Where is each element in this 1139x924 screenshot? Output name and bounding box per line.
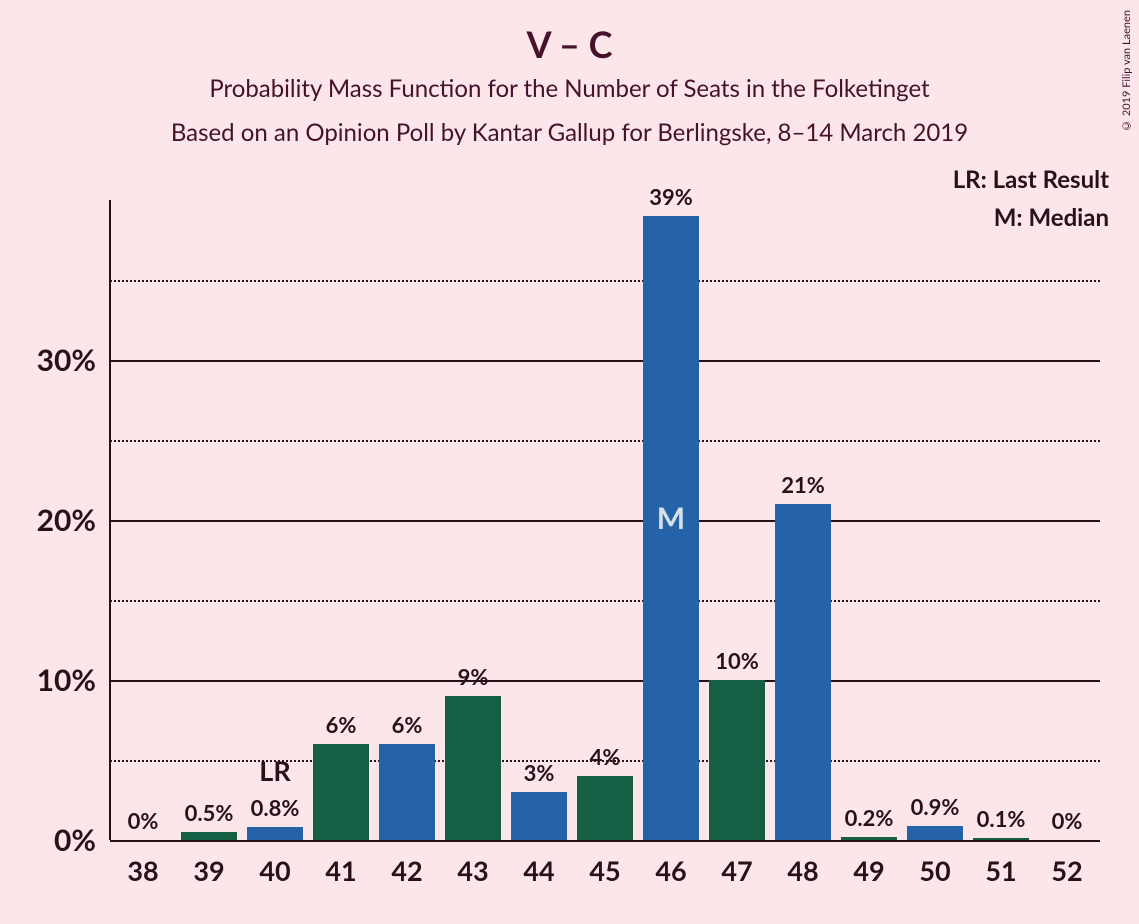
bar: 3% bbox=[511, 792, 566, 840]
bar: 10% bbox=[709, 680, 764, 840]
bar: 6% bbox=[313, 744, 368, 840]
median-marker: M bbox=[657, 500, 685, 536]
x-axis-label: 39 bbox=[193, 840, 224, 887]
bar-value-label: 0.8% bbox=[251, 794, 300, 827]
bar-slot: 6%41 bbox=[308, 200, 374, 840]
bar-slot: 21%48 bbox=[770, 200, 836, 840]
bar-value-label: 6% bbox=[392, 711, 423, 744]
bar-slot: 0%52 bbox=[1034, 200, 1100, 840]
bar-slot: 3%44 bbox=[506, 200, 572, 840]
bar-value-label: 0.5% bbox=[185, 799, 234, 832]
bar-value-label: 0% bbox=[128, 807, 159, 840]
bar-slot: 39%M46 bbox=[638, 200, 704, 840]
x-axis-label: 41 bbox=[325, 840, 356, 887]
y-axis-label: 20% bbox=[37, 502, 110, 538]
bar-slot: 6%42 bbox=[374, 200, 440, 840]
bar-slot: 0%38 bbox=[110, 200, 176, 840]
bar-value-label: 4% bbox=[590, 743, 621, 776]
y-axis-label: 10% bbox=[37, 662, 110, 698]
y-axis-label: 0% bbox=[54, 822, 110, 858]
x-axis-label: 40 bbox=[259, 840, 290, 887]
x-axis-label: 47 bbox=[721, 840, 752, 887]
bar-value-label: 9% bbox=[458, 663, 489, 696]
bar-slot: 0.1%51 bbox=[968, 200, 1034, 840]
copyright-text: © 2019 Filip van Laenen bbox=[1120, 10, 1133, 132]
x-axis-label: 51 bbox=[985, 840, 1016, 887]
x-axis-label: 43 bbox=[457, 840, 488, 887]
bar-value-label: 0% bbox=[1052, 807, 1083, 840]
x-axis-label: 50 bbox=[919, 840, 950, 887]
bar-value-label: 0.2% bbox=[845, 804, 894, 837]
bar-value-label: 21% bbox=[781, 471, 825, 504]
bar-value-label: 0.1% bbox=[977, 805, 1026, 838]
x-axis-label: 46 bbox=[655, 840, 686, 887]
bar-value-label: 0.9% bbox=[911, 793, 960, 826]
bar-slot: 0.8%40LR bbox=[242, 200, 308, 840]
bar-value-label: 39% bbox=[649, 183, 693, 216]
bar-slot: 0.9%50 bbox=[902, 200, 968, 840]
x-axis-label: 44 bbox=[523, 840, 554, 887]
bar-slot: 10%47 bbox=[704, 200, 770, 840]
legend-lr: LR: Last Result bbox=[953, 165, 1109, 194]
y-axis-label: 30% bbox=[37, 342, 110, 378]
x-axis-label: 49 bbox=[853, 840, 884, 887]
bar-slot: 9%43 bbox=[440, 200, 506, 840]
x-axis-label: 38 bbox=[127, 840, 158, 887]
chart-subtitle-1: Probability Mass Function for the Number… bbox=[0, 74, 1139, 103]
x-axis-label: 45 bbox=[589, 840, 620, 887]
chart-title: V – C bbox=[0, 22, 1139, 66]
bar-slot: 4%45 bbox=[572, 200, 638, 840]
bar-value-label: 6% bbox=[326, 711, 357, 744]
x-axis-line bbox=[110, 840, 1100, 842]
bar: 9% bbox=[445, 696, 500, 840]
bar: 0.5% bbox=[181, 832, 236, 840]
last-result-marker: LR bbox=[259, 754, 290, 787]
bar-value-label: 3% bbox=[524, 759, 555, 792]
x-axis-label: 48 bbox=[787, 840, 818, 887]
bar: 4% bbox=[577, 776, 632, 840]
bar-slot: 0.5%39 bbox=[176, 200, 242, 840]
x-axis-label: 52 bbox=[1051, 840, 1082, 887]
bar: 21% bbox=[775, 504, 830, 840]
bar: 39%M bbox=[643, 216, 698, 840]
chart-plot-area: 0%10%20%30%0%380.5%390.8%40LR6%416%429%4… bbox=[110, 200, 1100, 840]
bar-value-label: 10% bbox=[715, 647, 759, 680]
bar: 6% bbox=[379, 744, 434, 840]
bar: 0.9% bbox=[907, 826, 962, 840]
bar: 0.8% bbox=[247, 827, 302, 840]
x-axis-label: 42 bbox=[391, 840, 422, 887]
bar-slot: 0.2%49 bbox=[836, 200, 902, 840]
chart-subtitle-2: Based on an Opinion Poll by Kantar Gallu… bbox=[0, 118, 1139, 147]
